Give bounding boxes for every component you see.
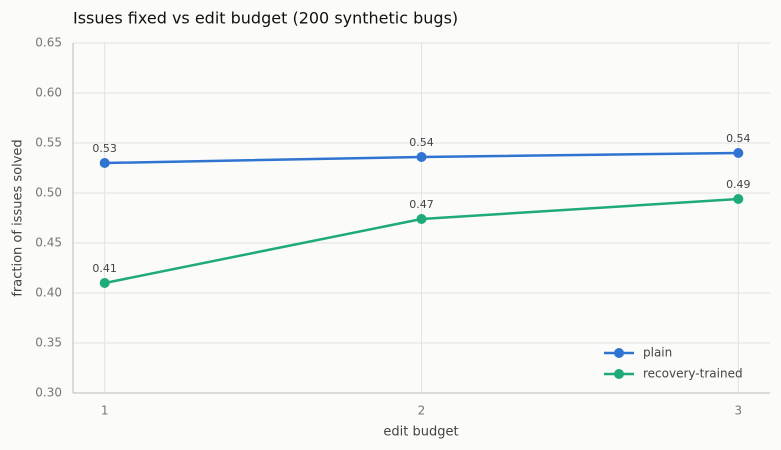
y-tick-label: 0.50 [35,186,62,200]
y-tick-label: 0.40 [35,286,62,300]
data-point [733,194,744,204]
legend-label: plain [643,346,672,360]
y-tick-label: 0.65 [35,36,62,50]
value-label: 0.47 [409,198,434,211]
data-point [416,152,427,162]
data-point [99,278,110,288]
data-point [99,158,110,168]
y-tick-label: 0.45 [35,236,62,250]
value-label: 0.53 [92,142,117,155]
chart-title: Issues fixed vs edit budget (200 synthet… [73,9,458,28]
x-tick-label: 3 [734,404,742,418]
y-axis-label: fraction of issues solved [11,139,26,296]
value-label: 0.54 [726,132,751,145]
data-point [416,214,427,224]
y-tick-label: 0.60 [35,86,62,100]
legend-marker [614,369,624,379]
legend-marker [614,348,624,358]
y-tick-label: 0.30 [35,386,62,400]
x-axis-label: edit budget [383,425,458,440]
value-label: 0.49 [726,178,751,191]
x-tick-label: 2 [418,404,426,418]
x-tick-label: 1 [101,404,109,418]
legend-label: recovery-trained [643,367,743,381]
value-label: 0.54 [409,136,434,149]
y-tick-label: 0.55 [35,136,62,150]
value-label: 0.41 [92,262,117,275]
y-tick-label: 0.35 [35,336,62,350]
data-point [733,148,744,158]
